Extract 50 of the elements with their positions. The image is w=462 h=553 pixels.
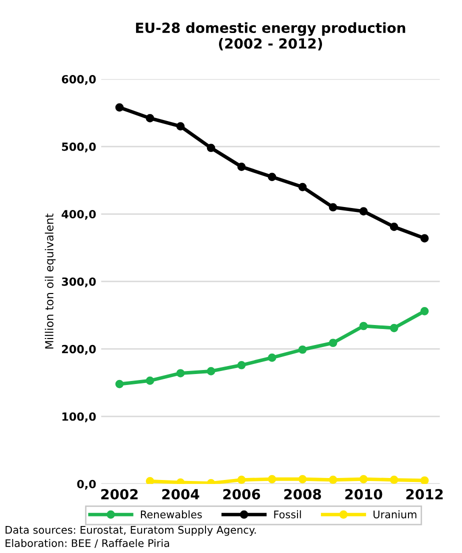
point [390, 324, 398, 332]
point [206, 144, 216, 152]
text: Data sources: Eurostat, Euratom Supply Agency. [6, 526, 256, 536]
point [268, 172, 276, 182]
point [328, 476, 338, 484]
point [359, 474, 368, 484]
point [146, 114, 154, 122]
point [328, 338, 338, 348]
point [328, 203, 338, 212]
point [115, 380, 124, 388]
point [390, 222, 398, 231]
point [268, 474, 276, 484]
y-tick-label: 400,0 [62, 210, 96, 220]
point [176, 122, 185, 130]
x-tick-label: 2004 [162, 488, 200, 500]
point [420, 306, 429, 316]
point [237, 360, 246, 370]
x-tick-label: 2008 [284, 488, 321, 500]
point [176, 369, 185, 378]
y-tick-label: 500,0 [62, 142, 96, 152]
point [268, 354, 276, 362]
point [146, 477, 154, 484]
legend-label: Uranium [374, 510, 416, 518]
point [420, 234, 429, 242]
legend-label: Renewables [140, 510, 202, 518]
point [206, 367, 216, 376]
point [359, 322, 368, 330]
text: Elaboration: BEE / Raffaele Piria [6, 539, 170, 548]
point [237, 476, 246, 484]
y-axis-title: Million ton oil equivalent [44, 214, 56, 349]
x-tick-label: 2012 [406, 488, 443, 500]
point [146, 376, 154, 385]
x-tick-label: 2006 [223, 488, 260, 500]
point [359, 207, 368, 216]
legend-label: Fossil [274, 510, 301, 518]
y-tick-label: 300,0 [62, 277, 96, 288]
y-tick-label: 200,0 [62, 344, 96, 355]
y-tick-label: 100,0 [62, 412, 96, 422]
point [298, 182, 307, 192]
y-tick-label: 0,0 [77, 480, 96, 490]
chart-title: EU-28 domestic energy production (2002 - 2012) [136, 22, 406, 50]
point [237, 162, 246, 171]
x-tick-label: 2010 [345, 488, 382, 500]
point [115, 103, 124, 112]
point [298, 345, 307, 354]
x-tick-label: 2002 [101, 488, 138, 500]
point [390, 476, 398, 484]
point [298, 474, 307, 484]
y-tick-label: 600,0 [62, 75, 96, 85]
point [420, 476, 429, 484]
